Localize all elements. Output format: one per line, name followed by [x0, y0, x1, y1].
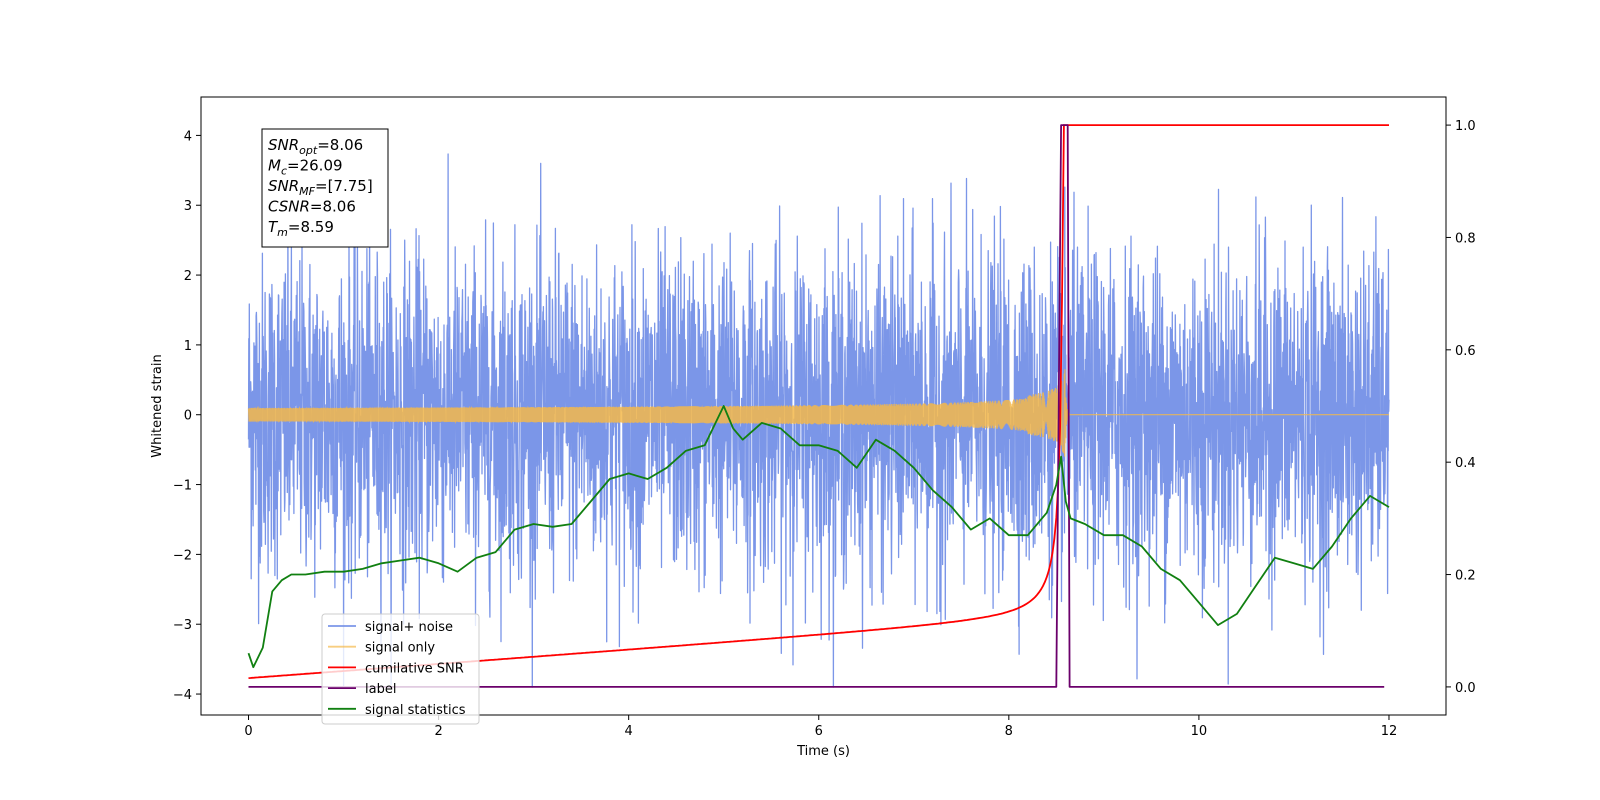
x-tick-label: 6 — [815, 724, 823, 739]
y-tick-label: −2 — [173, 548, 192, 563]
y2-tick-label: 1.0 — [1455, 119, 1476, 134]
y-tick-label: −1 — [173, 479, 192, 494]
axes-layer: 0 2 4 6 8 10 12−4−3−2−1012340.00.20.40.60.81.0… — [150, 96, 1476, 759]
annotation-value: =26.09 — [287, 157, 343, 175]
x-tick-label: 10 — [1191, 724, 1208, 739]
y-axis-label: Whitened strain — [150, 354, 165, 457]
annotation-value: =8.06 — [310, 198, 356, 216]
y2-tick-label: 0.2 — [1455, 569, 1476, 584]
annotation-subscript: m — [277, 226, 288, 239]
annotation-symbol: SNR — [268, 136, 299, 154]
legend-label: label — [365, 682, 396, 697]
y-tick-label: −4 — [173, 688, 192, 703]
annotation-subscript: c — [281, 165, 287, 178]
y2-tick-label: 0.0 — [1455, 681, 1476, 696]
y-tick-label: 1 — [184, 339, 192, 354]
axes-frame — [200, 96, 1447, 716]
annotation-symbol: CSNR — [268, 198, 310, 216]
x-axis-label: Time (s) — [796, 744, 850, 759]
x-tick-label: 12 — [1381, 724, 1398, 739]
annotation-line: SNRopt=8.06 — [268, 136, 363, 157]
legend-label: signal only — [365, 641, 435, 656]
y-tick-label: 4 — [184, 129, 192, 144]
annotation-box-frame — [261, 128, 389, 248]
y-tick-label: −3 — [173, 618, 192, 633]
annotation-subscript: opt — [299, 144, 318, 157]
legend-label: cumilative SNR — [365, 661, 464, 676]
legend-frame — [321, 613, 480, 725]
annotation-symbol: M — [268, 157, 281, 175]
x-tick-label: 8 — [1005, 724, 1013, 739]
y-tick-label: 0 — [184, 409, 192, 424]
legend-label: signal+ noise — [365, 620, 453, 635]
annotation-symbol: T — [268, 218, 279, 236]
series-signal-noise-line — [247, 153, 1390, 688]
y2-tick-label: 0.8 — [1455, 231, 1476, 246]
annotation-line: Mc=26.09 — [268, 157, 343, 178]
annotation-line: SNRMF=[7.75] — [268, 177, 373, 198]
x-tick-label: 0 — [244, 724, 252, 739]
y-tick-label: 2 — [184, 269, 192, 284]
annotation-box: SNRopt=8.06Mc=26.09SNRMF=[7.75]CSNR=8.06… — [261, 128, 389, 248]
annotation-value: =[7.75] — [315, 177, 373, 195]
y2-tick-label: 0.6 — [1455, 344, 1476, 359]
annotation-line: Tm=8.59 — [268, 218, 334, 239]
y-tick-label: 3 — [184, 199, 192, 214]
legend: signal+ noise signal only cumilative SNR la… — [321, 613, 480, 725]
series-label-line — [248, 124, 1385, 688]
annotation-subscript: MF — [299, 185, 315, 198]
y2-tick-label: 0.4 — [1455, 456, 1476, 471]
legend-label: signal statistics — [365, 703, 466, 718]
series-signal-statistics-line — [247, 405, 1390, 669]
annotation-value: =8.59 — [288, 218, 334, 236]
x-tick-label: 2 — [434, 724, 442, 739]
annotation-line: CSNR=8.06 — [268, 198, 356, 216]
series-signal-only-line — [247, 369, 1389, 457]
annotation-value: =8.06 — [317, 136, 363, 154]
annotation-symbol: SNR — [268, 177, 299, 195]
x-tick-label: 4 — [625, 724, 633, 739]
